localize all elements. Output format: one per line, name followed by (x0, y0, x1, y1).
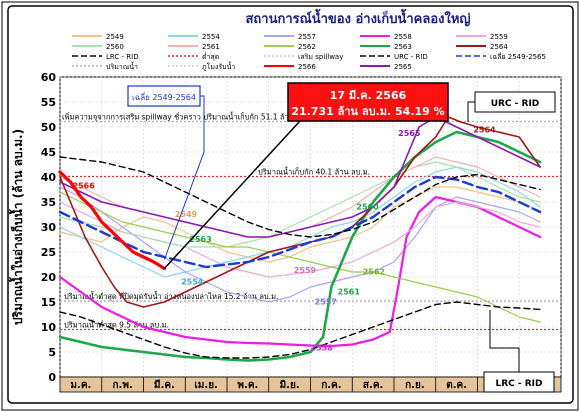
urc-callout-text: URC - RID (491, 99, 540, 109)
series-annotation: 2566 (73, 182, 96, 191)
inner-border (7, 5, 574, 404)
y-tick-label: 15 (41, 296, 56, 309)
y-axis-ticks: 0 5 10 15 20 25 30 35 40 45 50 55 60 (41, 71, 57, 384)
x-tick-label: ต.ค. (446, 380, 467, 391)
series-line-URC - RID (59, 156, 541, 238)
series-lines (58, 116, 542, 362)
legend-label: 2566 (298, 63, 316, 71)
average-callout-leader (163, 95, 205, 260)
average-callout-text: เฉลี่ย 2549-2564 (132, 91, 196, 102)
series-annotation: 2561 (338, 288, 361, 297)
chart-title: สถานการณ์น้ำของ อ่างเก็บน้ำคลองใหญ่ (246, 8, 471, 27)
series-annotation: 2554 (181, 278, 204, 287)
urc-callout: URC - RID (467, 91, 556, 122)
y-axis-label: ปริมาณน้ำในอ่างเก็บน้ำ (ล้าน ลบ.ม.) (8, 129, 25, 325)
y-tick-label: 60 (41, 71, 57, 84)
series-annotation: 2562 (363, 268, 385, 277)
x-axis-categories: ม.ค. ก.พ. มี.ค. เม.ย. พ.ค. มิ.ย. ก.ค. ส.ค. ก.ย. ต… (59, 376, 562, 393)
series-annotation: 2559 (294, 266, 317, 275)
legend: 2549 2554 2557 2558 2559 2560 2561 2562 2563 2564… (72, 33, 546, 71)
series-annotation: 2565 (398, 129, 421, 138)
y-tick-label: 50 (41, 121, 57, 134)
reference-line-label: ปริมาณน้ำต่ำสุด 9.5 ล้าน ลบ.ม. (64, 320, 169, 330)
series-annotation: 2564 (473, 126, 496, 135)
x-tick-label: ส.ค. (363, 380, 383, 391)
current-callout: 17 มี.ค. 2566 21.731 ล้าน ลบ.ม. 54.19 % (163, 82, 449, 270)
legend-label: 2562 (298, 43, 316, 51)
series-line-2564 (59, 116, 541, 308)
series-annotation: 2560 (356, 203, 379, 212)
series-annotation: 2557 (315, 298, 337, 307)
legend-label: 2561 (202, 43, 220, 51)
lrc-callout: LRC - RID (483, 310, 555, 393)
series-line-2565 (59, 116, 541, 238)
legend-label: ภูโมงรับน้ำ (202, 60, 235, 71)
lrc-callout-leader (489, 310, 520, 372)
series-line-2560 (59, 161, 541, 248)
y-tick-label: 20 (41, 271, 57, 284)
legend-label: ต่ำสุด (202, 52, 219, 61)
lrc-callout-text: LRC - RID (495, 379, 542, 389)
legend-label: ปริมาณน้ำ (106, 60, 138, 71)
x-tick-label: ก.พ. (113, 380, 133, 391)
current-callout-value: 21.731 ล้าน ลบ.ม. 54.19 % (291, 105, 444, 118)
legend-label: 2564 (490, 43, 508, 51)
reference-line-label: ปริมาณน้ำเก็บกัก 40.1 ล้าน ลบ.ม. (258, 167, 370, 177)
x-tick-label: ม.ค. (70, 380, 91, 391)
current-callout-box (287, 82, 449, 122)
x-tick-label: พ.ค. (237, 380, 258, 391)
y-tick-label: 5 (48, 346, 56, 359)
series-annotation: 2549 (175, 210, 198, 219)
series-line-2566 (58, 170, 166, 271)
series-line-2557 (59, 186, 541, 303)
legend-label: LRC - RID (106, 53, 139, 61)
series-line-2563 (58, 130, 542, 362)
y-tick-label: 0 (48, 371, 56, 384)
series-line-2562 (59, 191, 541, 323)
current-callout-leader (163, 120, 301, 270)
y-tick-label: 25 (41, 246, 56, 259)
x-tick-label: ก.ย. (405, 380, 425, 391)
legend-label: URC - RID (394, 53, 428, 61)
legend-label: เสริม spillway (298, 53, 343, 61)
reference-line-label: เพิ่มความจุจากการเสริม spillway ชั่วคราว… (62, 112, 315, 122)
series-line-2549 (59, 186, 541, 263)
series-line-LRC - RID (59, 301, 541, 359)
legend-label: เฉลี่ย 2549-2565 (490, 52, 546, 61)
legend-label: 2560 (106, 43, 124, 51)
legend-label: 2559 (490, 33, 508, 41)
y-tick-label: 10 (41, 321, 57, 334)
x-tick-label: เม.ย. (194, 380, 217, 391)
legend-label: 2549 (106, 33, 124, 41)
current-callout-date: 17 มี.ค. 2566 (330, 89, 407, 102)
y-tick-label: 45 (41, 146, 56, 159)
y-tick-label: 35 (41, 196, 56, 209)
y-tick-label: 55 (41, 96, 56, 109)
legend-label: 2557 (298, 33, 316, 41)
x-tick-label: ก.ค. (321, 380, 341, 391)
series-annotation: 2563 (189, 235, 211, 244)
y-tick-label: 30 (41, 221, 57, 234)
legend-label: 2554 (202, 33, 220, 41)
series-line-2554 (59, 166, 541, 278)
average-callout: เฉลี่ย 2549-2564 (127, 85, 205, 260)
series-annotation: 2558 (311, 344, 334, 353)
legend-label: 2565 (394, 63, 412, 71)
legend-label: 2563 (394, 43, 412, 51)
y-tick-label: 40 (41, 171, 57, 184)
reference-line-label: ปริมาณน้ำต่ำสุด ที่ปิดมุดรับน้ำ อ่างหนอง… (64, 291, 278, 301)
x-tick-label: มิ.ย. (280, 379, 300, 391)
x-tick-label: มี.ค. (154, 379, 175, 391)
urc-callout-leader (467, 101, 475, 122)
legend-label: 2558 (394, 33, 412, 41)
